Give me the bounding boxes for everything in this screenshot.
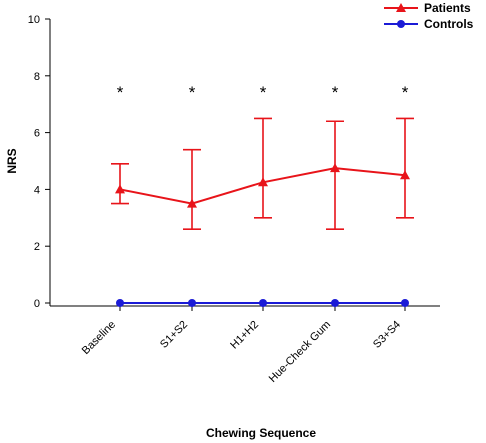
significance-marker: * (260, 83, 267, 102)
data-point (331, 299, 339, 307)
significance-marker: * (402, 83, 409, 102)
y-tick-label: 8 (34, 71, 40, 83)
y-tick-label: 0 (34, 298, 40, 310)
significance-marker: * (189, 83, 196, 102)
data-point (400, 170, 410, 180)
series-patients (111, 117, 414, 230)
y-tick-label: 2 (34, 241, 40, 253)
data-point (116, 299, 124, 307)
y-ticks: 0 2 4 6 8 10 (28, 14, 50, 310)
data-point (259, 299, 267, 307)
data-point (330, 163, 340, 173)
x-ticks: Baseline S1+S2 H1+H2 Hue-Check Gum S3+S4 (80, 306, 406, 385)
y-axis-title: NRS (5, 148, 19, 173)
x-tick-label: S1+S2 (158, 319, 190, 351)
legend-marker (397, 20, 405, 28)
x-tick-label: H1+H2 (228, 319, 261, 352)
x-axis-title: Chewing Sequence (206, 426, 316, 440)
series-controls (116, 299, 409, 307)
x-tick-label: Baseline (80, 319, 118, 357)
legend-marker (396, 3, 406, 12)
significance-marker: * (332, 83, 339, 102)
y-tick-label: 10 (28, 14, 40, 26)
data-point (258, 177, 268, 187)
data-point (115, 184, 125, 194)
x-tick-label: S3+S4 (371, 319, 403, 351)
legend-label: Patients (424, 1, 471, 15)
significance-marker: * (117, 83, 124, 102)
significance-markers: * * * * * (117, 83, 409, 102)
series-layer (111, 117, 414, 307)
data-point (187, 198, 197, 208)
data-point (188, 299, 196, 307)
axes (49, 19, 440, 307)
data-point (401, 299, 409, 307)
y-tick-label: 4 (34, 184, 40, 196)
y-tick-label: 6 (34, 128, 40, 140)
legend-label: Controls (424, 17, 474, 31)
x-tick-label: Hue-Check Gum (267, 319, 333, 385)
legend: Patients Controls (384, 1, 474, 31)
